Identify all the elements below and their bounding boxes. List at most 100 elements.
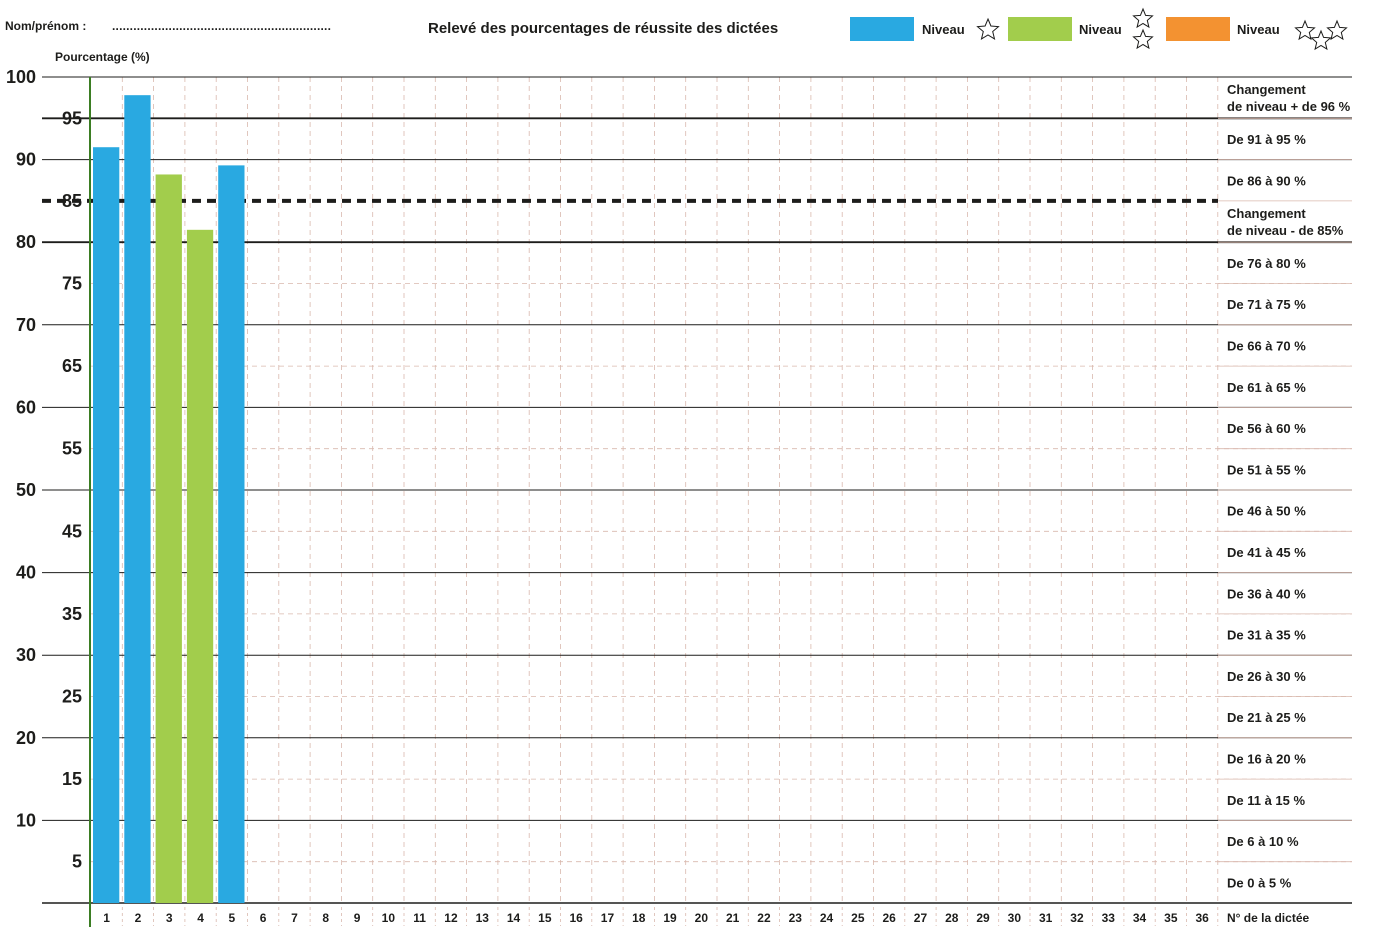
y-tick-label: 30 bbox=[16, 645, 36, 665]
x-tick-label: 7 bbox=[291, 911, 298, 925]
band-label-line: De 71 à 75 % bbox=[1227, 297, 1306, 312]
band-label-line: De 46 à 50 % bbox=[1227, 504, 1306, 519]
band-label-line: De 51 à 55 % bbox=[1227, 462, 1306, 477]
band-label-line: de niveau + de 96 % bbox=[1227, 99, 1351, 114]
band-label: De 76 à 80 % bbox=[1227, 256, 1306, 271]
x-tick-label: 27 bbox=[914, 911, 928, 925]
x-tick-label: 6 bbox=[260, 911, 267, 925]
bar-dictee-4 bbox=[186, 229, 214, 903]
x-tick-label: 1 bbox=[103, 911, 110, 925]
band-label-line: De 86 à 90 % bbox=[1227, 173, 1306, 188]
x-tick-label: 24 bbox=[820, 911, 834, 925]
band-label: Changement de niveau + de 96 % bbox=[1227, 82, 1351, 114]
band-label-line: De 26 à 30 % bbox=[1227, 669, 1306, 684]
star-icon bbox=[976, 17, 1000, 40]
band-label-line: De 66 à 70 % bbox=[1227, 338, 1306, 353]
x-tick-label: 31 bbox=[1039, 911, 1053, 925]
band-label-line: De 6 à 10 % bbox=[1227, 834, 1299, 849]
legend-swatch-level-2 bbox=[1008, 17, 1072, 41]
x-axis-label: N° de la dictée bbox=[1227, 911, 1309, 925]
band-label: De 31 à 35 % bbox=[1227, 628, 1306, 643]
star-icon bbox=[1132, 7, 1154, 29]
name-field[interactable]: ........................................… bbox=[112, 19, 332, 33]
x-tick-label: 5 bbox=[229, 911, 236, 925]
y-tick-label: 35 bbox=[62, 604, 82, 624]
band-label-line: De 61 à 65 % bbox=[1227, 380, 1306, 395]
band-label: De 36 à 40 % bbox=[1227, 586, 1306, 601]
band-label: De 16 à 20 % bbox=[1227, 751, 1306, 766]
x-tick-label: 11 bbox=[413, 911, 426, 925]
x-tick-label: 15 bbox=[538, 911, 552, 925]
x-tick-label: 35 bbox=[1164, 911, 1178, 925]
band-label-line: De 16 à 20 % bbox=[1227, 751, 1306, 766]
y-tick-label: 25 bbox=[62, 687, 82, 707]
star-icon bbox=[1310, 29, 1332, 51]
band-label-line: De 91 à 95 % bbox=[1227, 132, 1306, 147]
band-label: De 71 à 75 % bbox=[1227, 297, 1306, 312]
band-label: De 46 à 50 % bbox=[1227, 504, 1306, 519]
band-label-line: De 11 à 15 % bbox=[1227, 793, 1305, 808]
bar-dictee-5 bbox=[218, 165, 245, 903]
y-tick-label: 85 bbox=[62, 191, 82, 211]
band-label: De 56 à 60 % bbox=[1227, 421, 1306, 436]
band-label-line: Changement bbox=[1227, 206, 1306, 221]
x-tick-label: 13 bbox=[476, 911, 490, 925]
y-tick-label: 10 bbox=[16, 810, 36, 830]
y-tick-label: 5 bbox=[72, 852, 82, 872]
x-tick-label: 23 bbox=[789, 911, 803, 925]
y-axis-label: Pourcentage (%) bbox=[55, 50, 150, 64]
y-tick-label: 50 bbox=[16, 480, 36, 500]
x-tick-label: 32 bbox=[1070, 911, 1084, 925]
band-label: De 41 à 45 % bbox=[1227, 545, 1306, 560]
legend-label-level-2: Niveau bbox=[1079, 22, 1122, 37]
x-tick-label: 21 bbox=[726, 911, 740, 925]
x-tick-label: 20 bbox=[695, 911, 709, 925]
x-tick-label: 29 bbox=[976, 911, 990, 925]
band-label-line: de niveau - de 85% bbox=[1227, 223, 1344, 238]
y-tick-label: 60 bbox=[16, 397, 36, 417]
y-tick-label: 55 bbox=[62, 439, 82, 459]
band-label: De 6 à 10 % bbox=[1227, 834, 1299, 849]
legend-swatch-level-3 bbox=[1166, 17, 1230, 41]
star-icon bbox=[1132, 28, 1154, 50]
band-label: De 61 à 65 % bbox=[1227, 380, 1306, 395]
x-tick-label: 30 bbox=[1008, 911, 1022, 925]
x-tick-label: 18 bbox=[632, 911, 646, 925]
y-tick-label: 20 bbox=[16, 728, 36, 748]
chart-title: Relevé des pourcentages de réussite des … bbox=[428, 20, 779, 37]
band-label: Changement de niveau - de 85% bbox=[1227, 206, 1344, 238]
x-tick-label: 4 bbox=[197, 911, 204, 925]
x-tick-label: 26 bbox=[882, 911, 896, 925]
y-tick-label: 40 bbox=[16, 563, 36, 583]
band-label-line: De 0 à 5 % bbox=[1227, 875, 1292, 890]
x-tick-label: 10 bbox=[382, 911, 396, 925]
legend-label-level-1: Niveau bbox=[922, 22, 965, 37]
x-tick-label: 22 bbox=[757, 911, 771, 925]
band-label: De 51 à 55 % bbox=[1227, 462, 1306, 477]
band-label-line: Changement bbox=[1227, 82, 1306, 97]
band-label-line: De 31 à 35 % bbox=[1227, 628, 1306, 643]
band-label-line: De 21 à 25 % bbox=[1227, 710, 1306, 725]
y-tick-label: 15 bbox=[62, 769, 82, 789]
band-label: De 11 à 15 % bbox=[1227, 793, 1305, 808]
band-label-line: De 41 à 45 % bbox=[1227, 545, 1306, 560]
x-tick-label: 14 bbox=[507, 911, 521, 925]
x-tick-label: 36 bbox=[1195, 911, 1209, 925]
bar-dictee-3 bbox=[155, 174, 182, 903]
x-tick-label: 16 bbox=[569, 911, 583, 925]
band-label: De 86 à 90 % bbox=[1227, 173, 1306, 188]
band-label-line: De 56 à 60 % bbox=[1227, 421, 1306, 436]
band-label: De 21 à 25 % bbox=[1227, 710, 1306, 725]
band-label: De 66 à 70 % bbox=[1227, 338, 1306, 353]
y-tick-label: 75 bbox=[62, 274, 82, 294]
x-tick-label: 3 bbox=[166, 911, 173, 925]
bar-dictee-2 bbox=[124, 95, 151, 903]
x-tick-label: 12 bbox=[444, 911, 458, 925]
x-tick-label: 2 bbox=[135, 911, 142, 925]
x-tick-label: 28 bbox=[945, 911, 959, 925]
band-label-line: De 36 à 40 % bbox=[1227, 586, 1306, 601]
x-tick-label: 9 bbox=[354, 911, 361, 925]
y-tick-label: 65 bbox=[62, 356, 82, 376]
x-tick-label: 33 bbox=[1102, 911, 1116, 925]
